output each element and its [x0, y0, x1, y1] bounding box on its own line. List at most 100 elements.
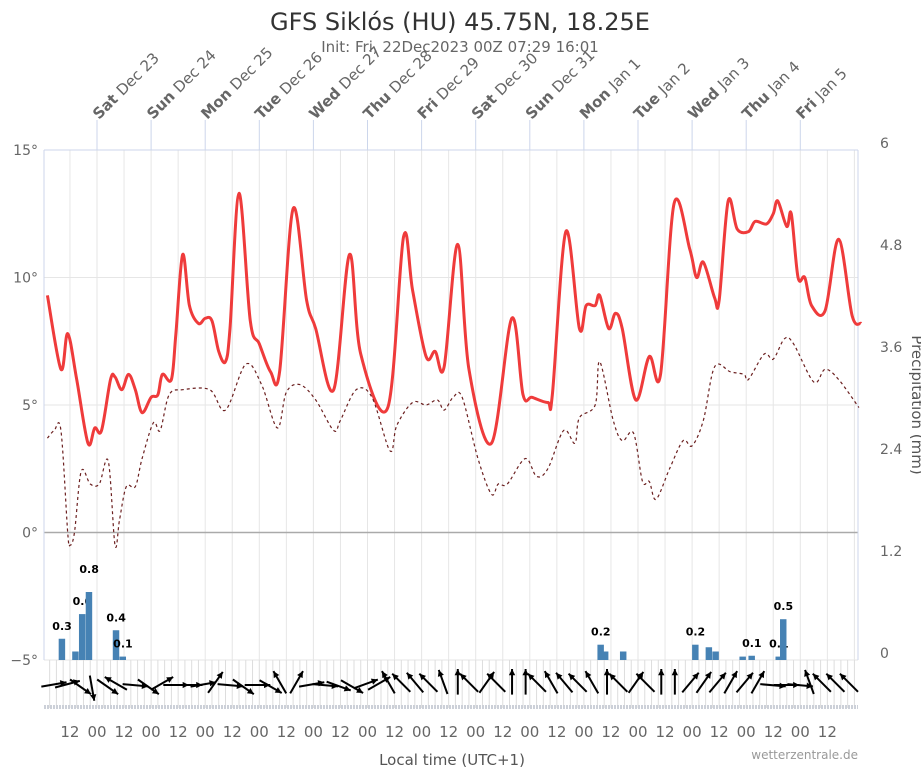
y2-tick-label: 2.4: [880, 442, 902, 458]
wind-arrow: [750, 670, 766, 694]
y2-tick-label: 1.2: [880, 544, 902, 560]
wind-arrow: [391, 672, 412, 693]
wind-arrow-head: [111, 687, 119, 695]
wind-arrow: [681, 672, 700, 693]
wind-arrow: [340, 679, 364, 694]
wind-arrow: [232, 678, 255, 695]
precipitation-bar: [692, 644, 699, 660]
day-label: Fri Jan 5: [792, 64, 850, 122]
precipitation-bar: [739, 656, 746, 660]
x-tick-label: 12: [818, 723, 837, 741]
wind-arrow: [289, 670, 304, 694]
wind-arrow: [478, 671, 495, 694]
chart-title: GFS Siklós (HU) 45.75N, 18.25E: [270, 8, 650, 36]
wind-arrow-head: [556, 672, 563, 680]
x-tick-label: 00: [250, 723, 269, 741]
wind-arrow: [787, 682, 813, 690]
wind-arrow-head: [826, 673, 833, 681]
wind-arrow: [825, 672, 846, 693]
x-tick-label: 12: [60, 723, 79, 741]
x-tick-label: 00: [628, 723, 647, 741]
wind-arrow-head: [746, 672, 753, 680]
x-tick-label: 12: [601, 723, 620, 741]
precipitation-bar: [748, 655, 755, 660]
wind-arrow: [418, 672, 439, 693]
day-label-date: Dec 24: [170, 46, 220, 96]
credit-link[interactable]: wetterzentrale.de: [751, 748, 858, 762]
wind-arrow: [88, 675, 97, 701]
day-label-date: Dec 30: [491, 49, 541, 99]
wind-arrow-head: [209, 680, 216, 687]
wind-arrow-head: [704, 671, 712, 679]
wind-arrow-head: [381, 671, 388, 679]
wind-arrow-head: [343, 685, 351, 692]
wind-arrow-head: [636, 673, 644, 681]
wind-arrow: [454, 669, 461, 695]
wind-arrow: [527, 672, 547, 693]
wind-arrow-head: [585, 671, 592, 679]
day-label-date: Dec 29: [433, 54, 483, 104]
wind-arrow-head: [437, 669, 444, 677]
precipitation-label: 0.5: [774, 600, 794, 613]
wind-arrow-head: [568, 673, 576, 681]
wind-arrow: [839, 672, 859, 693]
wind-arrow: [190, 680, 216, 688]
x-tick-label: 00: [358, 723, 377, 741]
wind-arrow-head: [731, 671, 738, 679]
wind-arrow: [603, 669, 611, 695]
wind-arrow: [96, 678, 119, 695]
x-tick-label: 00: [466, 723, 485, 741]
y-axis-precipitation: 6 4.8 3.6 2.4 1.2 0: [880, 136, 902, 662]
wind-arrow: [508, 669, 516, 695]
x-tick-label: 00: [574, 723, 593, 741]
precipitation-bar: [72, 651, 79, 660]
x-tick-label: 00: [196, 723, 215, 741]
x-tick-label: 12: [115, 723, 134, 741]
precipitation-bar: [85, 592, 93, 660]
precipitation-bar: [601, 651, 609, 660]
wind-arrow: [804, 669, 815, 695]
precipitation-bar: [705, 647, 713, 660]
wind-arrow: [104, 676, 128, 691]
wind-arrow: [812, 672, 832, 693]
y2-axis-title: Precipitation (mm): [908, 335, 921, 474]
precipitation-label: 0.2: [591, 626, 611, 639]
precipitation-label: 0.3: [52, 620, 72, 633]
wind-arrow-head: [671, 669, 679, 676]
wind-arrow-head: [804, 669, 811, 677]
wind-arrow-head: [544, 671, 551, 679]
wind-arrow-head: [84, 687, 92, 695]
wind-arrow-head: [406, 672, 414, 680]
x-tick-label: 12: [493, 723, 512, 741]
wind-arrow-head: [812, 673, 820, 681]
precipitation-label: 0.1: [742, 637, 762, 650]
wind-arrow-head: [370, 678, 378, 685]
wind-arrow-head: [151, 687, 159, 695]
wind-arrow-head: [658, 669, 665, 676]
wind-arrow: [723, 670, 738, 694]
wind-arrow-head: [806, 682, 813, 690]
wind-arrow: [406, 672, 425, 693]
wind-arrow-head: [609, 673, 616, 681]
precipitation-label: 0.8: [79, 563, 99, 576]
x-tick-label: 00: [791, 723, 810, 741]
precipitation-bar: [58, 638, 66, 660]
wind-arrow-head: [273, 671, 280, 679]
wind-arrow-head: [104, 677, 112, 683]
wind-arrow-head: [90, 694, 97, 701]
y-tick-label: −5°: [10, 653, 38, 669]
chart-subtitle: Init: Fri, 22Dec2023 00Z 07:29 16:01: [321, 38, 599, 56]
wind-arrow: [259, 679, 283, 694]
x-tick-label: 12: [710, 723, 729, 741]
y2-tick-label: 3.6: [880, 340, 902, 356]
y-tick-label: 10°: [13, 271, 38, 287]
wind-arrow: [437, 669, 449, 695]
wind-arrow: [608, 672, 629, 693]
wind-arrow-head: [839, 673, 847, 681]
wind-arrow: [459, 672, 479, 693]
wind-arrow: [522, 669, 529, 695]
wind-arrow-head: [460, 673, 467, 681]
wind-arrow: [69, 678, 92, 695]
